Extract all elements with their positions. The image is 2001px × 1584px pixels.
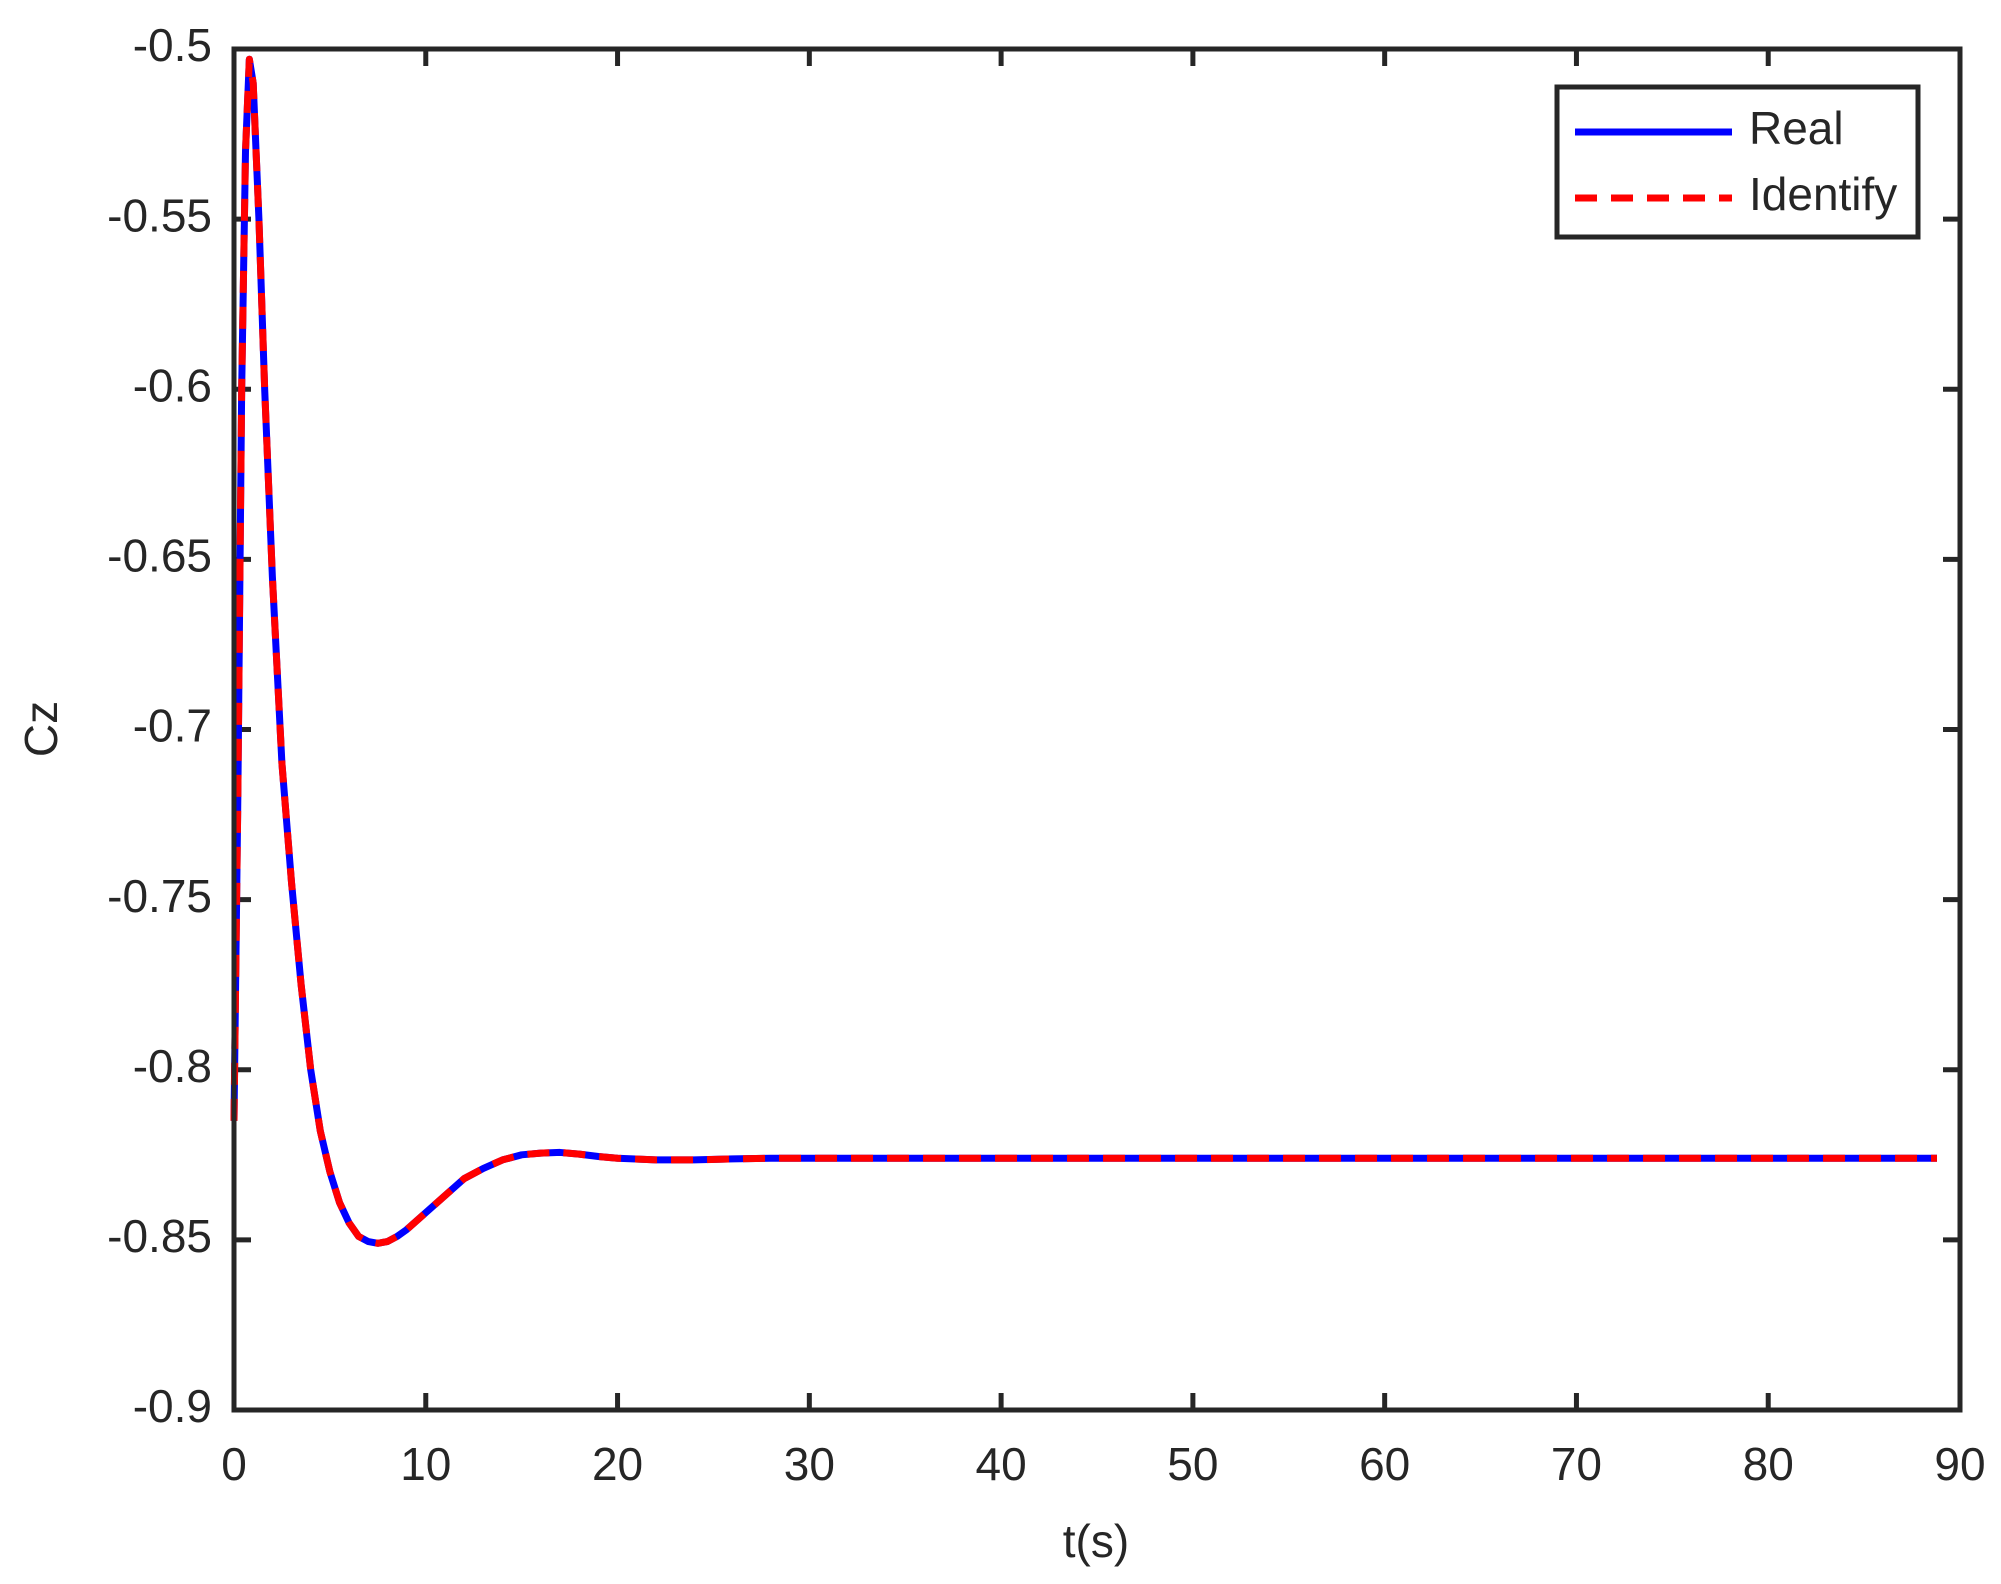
x-tick-label: 60 <box>1359 1438 1410 1490</box>
x-tick-label: 20 <box>592 1438 643 1490</box>
y-tick-label: -0.85 <box>107 1210 212 1262</box>
x-tick-label: 0 <box>221 1438 247 1490</box>
x-axis-label: t(s) <box>1063 1515 1129 1567</box>
series-line <box>230 55 1937 1247</box>
x-tick-label: 40 <box>976 1438 1027 1490</box>
x-tick-label: 80 <box>1743 1438 1794 1490</box>
legend-label: Identify <box>1749 168 1897 220</box>
y-tick-label: -0.5 <box>133 19 212 71</box>
x-tick-label: 90 <box>1934 1438 1985 1490</box>
x-tick-label: 70 <box>1551 1438 1602 1490</box>
y-tick-label: -0.55 <box>107 189 212 241</box>
legend-box <box>1554 84 1921 240</box>
y-tick-label: -0.65 <box>107 530 212 582</box>
axes-box <box>231 46 1963 1413</box>
x-tick-label: 10 <box>400 1438 451 1490</box>
x-tick-label: 50 <box>1167 1438 1218 1490</box>
y-axis-label: Cz <box>15 701 67 757</box>
y-tick-label: -0.9 <box>133 1380 212 1432</box>
legend-label: Real <box>1749 102 1844 154</box>
x-tick-label: 30 <box>784 1438 835 1490</box>
y-tick-label: -0.6 <box>133 359 212 411</box>
y-tick-label: -0.8 <box>133 1040 212 1092</box>
y-tick-label: -0.7 <box>133 700 212 752</box>
y-tick-label: -0.75 <box>107 870 212 922</box>
